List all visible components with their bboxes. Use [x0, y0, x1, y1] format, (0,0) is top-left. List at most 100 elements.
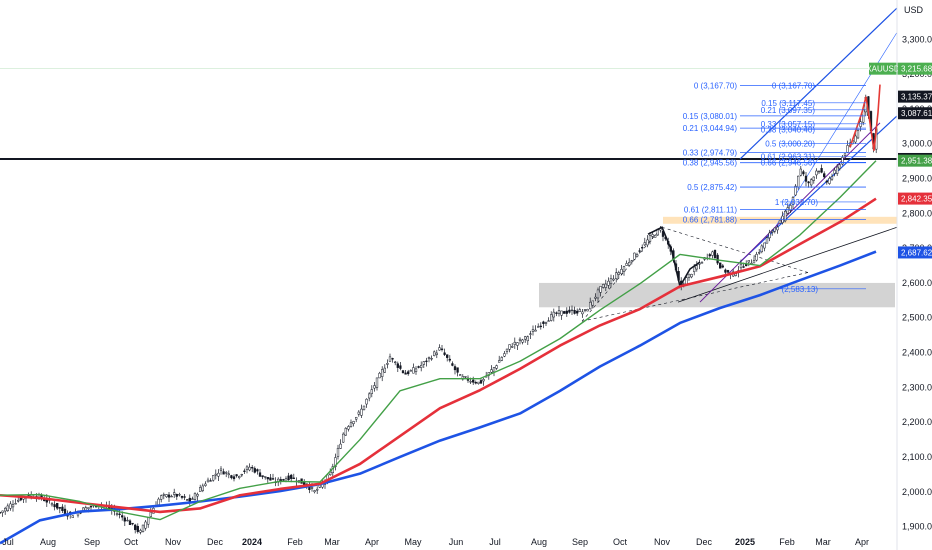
candle-body — [240, 474, 243, 476]
candle — [716, 252, 719, 265]
candle-body — [89, 506, 93, 508]
candle-body — [854, 135, 857, 143]
candle-body — [544, 322, 548, 324]
candle — [739, 259, 743, 272]
candle — [446, 354, 449, 362]
candle — [412, 363, 415, 374]
x-tick-label: Feb — [779, 537, 795, 547]
candle-body — [227, 473, 230, 476]
candle — [373, 381, 376, 392]
y-tick-label: 2,100.00 — [902, 452, 932, 462]
candle — [786, 203, 789, 215]
candle — [149, 507, 152, 518]
candle — [271, 473, 275, 480]
y-tick-label: 2,400.00 — [902, 348, 932, 358]
candle — [404, 370, 407, 375]
candle-body — [825, 180, 828, 183]
candle-body — [492, 367, 496, 373]
x-tick-label: Nov — [165, 537, 182, 547]
candle-body — [204, 483, 207, 486]
candle — [477, 381, 480, 385]
candle — [217, 469, 220, 482]
candle-body — [165, 494, 168, 498]
candle-body — [292, 477, 295, 479]
candle-body — [456, 367, 459, 373]
candle — [482, 377, 485, 386]
channel-upper-line — [739, 7, 898, 160]
candle — [550, 311, 553, 322]
candle-body — [591, 300, 594, 306]
x-tick-label: Aug — [40, 537, 56, 547]
x-tick-label: Sep — [572, 537, 588, 547]
candle-body — [583, 309, 587, 311]
candle-body — [253, 468, 256, 473]
candle-body — [394, 361, 397, 363]
candle — [799, 166, 802, 177]
candle — [370, 385, 373, 398]
candle-body — [589, 301, 592, 310]
candle-body — [282, 479, 285, 481]
candle-body — [641, 247, 644, 249]
candle-body — [685, 277, 688, 285]
candle — [165, 494, 168, 498]
candle-body — [472, 379, 475, 383]
candle — [160, 494, 163, 503]
ema_mid-line — [0, 197, 877, 514]
candle-body — [700, 262, 704, 264]
candle — [261, 475, 264, 480]
candle-body — [451, 363, 454, 366]
candle — [334, 453, 337, 471]
candle — [347, 425, 350, 432]
candle — [339, 439, 342, 450]
candle-body — [518, 338, 522, 341]
candle — [609, 274, 613, 288]
candle-body — [508, 344, 511, 350]
fib-inner-label: 0.15 (3,117.45) — [761, 99, 815, 108]
candle — [144, 520, 147, 531]
price-badge-label: 3,087.61 — [901, 109, 932, 118]
candle — [381, 366, 384, 382]
price-badge: 2,951.38 — [898, 154, 932, 167]
candle — [643, 237, 646, 247]
recent-swing-path — [849, 84, 881, 151]
candle-body — [147, 517, 150, 525]
candle-body — [531, 329, 535, 332]
candle-body — [230, 475, 233, 479]
fib-level-label: 0.15 (3,080.01) — [683, 112, 738, 121]
x-tick-label: Jul — [489, 537, 501, 547]
candle — [552, 308, 555, 322]
candle-body — [264, 476, 267, 478]
y-tick-label: 3,000.00 — [902, 139, 932, 149]
candle-body — [87, 507, 90, 509]
candle — [568, 306, 571, 314]
candle-body — [843, 153, 847, 156]
candle-body — [136, 525, 139, 532]
candle-body — [121, 515, 124, 518]
candle — [139, 528, 142, 535]
candle-body — [420, 365, 423, 368]
candle — [594, 293, 597, 302]
y-tick-label: 2,200.00 — [902, 417, 932, 427]
candle-body — [344, 427, 347, 436]
candle — [859, 118, 862, 132]
candle-body — [841, 157, 844, 165]
candle — [243, 468, 246, 475]
candle-body — [399, 365, 402, 369]
candle — [401, 370, 405, 374]
candle-body — [175, 494, 178, 497]
candle-body — [206, 479, 210, 483]
candle — [196, 492, 199, 501]
candle — [360, 404, 363, 418]
candle — [615, 268, 618, 283]
candle-body — [516, 342, 519, 346]
candle-body — [771, 230, 774, 233]
x-tick-label: Nov — [654, 537, 671, 547]
y-tick-label: 2,600.00 — [902, 278, 932, 288]
fib-level-label: 0.61 (2,811.11) — [684, 205, 737, 214]
candle-body — [742, 266, 745, 268]
candle — [505, 348, 509, 355]
candle — [383, 364, 386, 373]
candle-body — [4, 507, 7, 512]
candle — [833, 167, 836, 177]
